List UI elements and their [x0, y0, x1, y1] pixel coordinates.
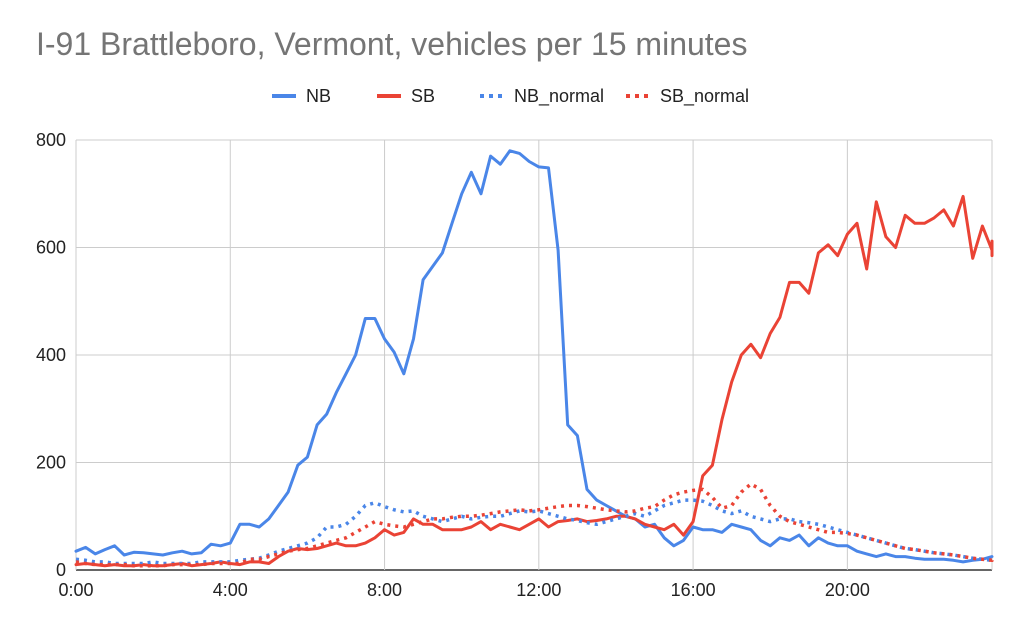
- chart-legend: NB SB NB_normal SB_normal: [272, 86, 749, 107]
- y-tick-label: 200: [36, 453, 66, 473]
- legend-item-sb-normal: SB_normal: [626, 86, 749, 107]
- series-nb-line: [74, 149, 994, 564]
- legend-label: SB: [411, 86, 435, 106]
- axis-labels: 0 200 400 600 800 0:00 4:00 8:00 12:00 16:00 20:00: [36, 130, 870, 600]
- x-tick-label: 8:00: [367, 580, 402, 600]
- x-tick-label: 0:00: [58, 580, 93, 600]
- x-tick-label: 16:00: [671, 580, 716, 600]
- series-layer: [74, 149, 994, 568]
- series-sb-normal-line: [75, 482, 994, 568]
- legend-label: SB_normal: [660, 86, 749, 107]
- chart-title: I-91 Brattleboro, Vermont, vehicles per …: [36, 26, 748, 62]
- legend-label: NB_normal: [514, 86, 604, 107]
- legend-label: NB: [306, 86, 331, 106]
- legend-item-nb-normal: NB_normal: [480, 86, 604, 107]
- x-tick-label: 4:00: [213, 580, 248, 600]
- legend-item-sb: SB: [377, 86, 435, 106]
- y-tick-label: 600: [36, 238, 66, 258]
- y-tick-label: 400: [36, 345, 66, 365]
- series-nb-normal-line: [75, 498, 994, 566]
- chart-grid: [75, 139, 993, 571]
- legend-item-nb: NB: [272, 86, 331, 106]
- y-tick-label: 0: [56, 560, 66, 580]
- x-tick-label: 20:00: [825, 580, 870, 600]
- x-tick-label: 12:00: [516, 580, 561, 600]
- series-sb-line: [74, 194, 994, 568]
- y-tick-label: 800: [36, 130, 66, 150]
